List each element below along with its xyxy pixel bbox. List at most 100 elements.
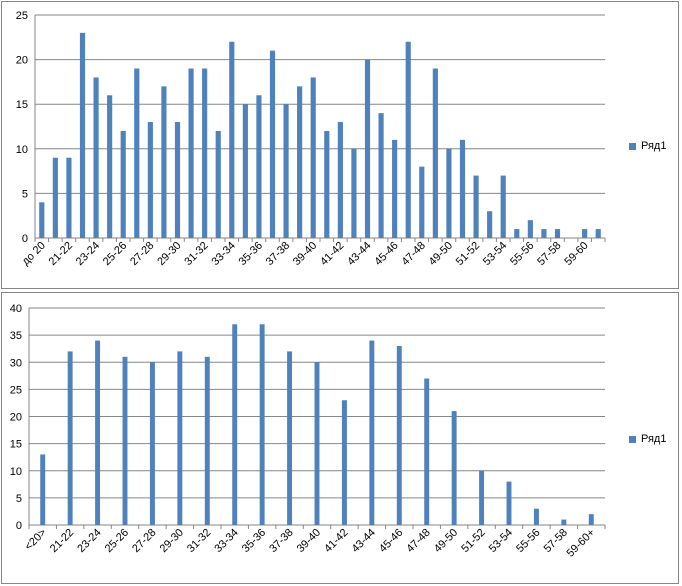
bar	[554, 229, 561, 238]
bar	[229, 41, 235, 239]
bar	[188, 68, 194, 239]
x-tick-label: 59-60+	[564, 527, 597, 560]
bar	[432, 68, 438, 239]
bar	[527, 220, 533, 238]
bar	[95, 340, 101, 525]
bar	[242, 104, 248, 238]
bar	[337, 122, 343, 238]
legend-label: Ряд1	[641, 433, 667, 445]
bar	[324, 130, 330, 238]
bar	[202, 68, 208, 239]
y-tick-label: 25	[10, 384, 22, 396]
x-tick-label: 31-32	[182, 240, 210, 268]
y-tick-label: 25	[16, 10, 28, 22]
y-tick-label: 20	[16, 55, 28, 67]
x-tick-label: 35-36	[237, 240, 265, 268]
bar	[67, 351, 73, 525]
x-tick-label: <20>	[23, 527, 49, 553]
y-tick-label: 35	[10, 330, 22, 342]
x-tick-label: 37-38	[267, 527, 295, 555]
x-tick-label: 39-40	[295, 527, 323, 555]
chart-panel-1: 0 5 10 15 20 25 до 20 21-22 23-24 25-26 27-28 29-30…	[1, 1, 679, 289]
bar	[392, 139, 398, 238]
y-tick-label: 20	[10, 412, 22, 424]
bar	[122, 356, 128, 525]
bar	[341, 400, 347, 525]
y-tick-label: 5	[22, 188, 28, 200]
y-tick-label: 10	[10, 466, 22, 478]
bar	[364, 59, 371, 238]
x-tick-label: 21-22	[48, 527, 76, 555]
bar	[259, 324, 265, 525]
y-tick-label: 30	[10, 357, 22, 369]
bar	[134, 68, 140, 239]
x-tick-label: 29-30	[158, 527, 186, 555]
y-tick-label: 0	[22, 233, 28, 245]
bar	[473, 175, 479, 238]
bar	[107, 95, 113, 238]
x-tick-label: 43-44	[350, 527, 378, 555]
bar	[66, 157, 72, 238]
x-tick-label: 51-52	[459, 527, 487, 555]
x-tick-label: 41-42	[322, 527, 350, 555]
bar	[215, 130, 221, 238]
x-tick-label: 53-54	[487, 527, 515, 555]
x-tick-label: 25-26	[101, 240, 129, 268]
bar	[310, 77, 316, 238]
x-tick-label: 45-46	[372, 240, 400, 268]
bar	[297, 86, 303, 238]
y-tick-label: 15	[10, 439, 22, 451]
bar	[369, 340, 375, 525]
x-tick-label: 29-30	[155, 240, 183, 268]
x-tick-label: 31-32	[185, 527, 213, 555]
y-tick-label: 15	[16, 99, 28, 111]
x-tick-label: 59-60	[562, 240, 590, 268]
x-tick-label: 49-50	[432, 527, 460, 555]
bar	[147, 122, 153, 238]
bar	[232, 324, 238, 525]
y-tick-label: 10	[16, 144, 28, 156]
bar	[514, 229, 520, 238]
bar	[120, 130, 126, 238]
x-tick-label: 53-54	[481, 240, 509, 268]
x-tick-label: 47-48	[400, 240, 428, 268]
x-tick-label: 49-50	[427, 240, 455, 268]
bar	[269, 50, 276, 239]
legend-swatch	[629, 435, 636, 443]
bar	[204, 356, 210, 525]
bar	[451, 411, 457, 525]
bar	[378, 113, 384, 238]
bar	[287, 351, 293, 525]
bar	[424, 378, 430, 525]
legend-swatch	[629, 142, 636, 150]
bar	[446, 148, 452, 238]
bar	[93, 77, 99, 238]
bar	[40, 454, 46, 525]
x-tick-label: 37-38	[264, 240, 292, 268]
y-tick-label: 40	[10, 303, 22, 315]
x-tick-label: 33-34	[210, 240, 238, 268]
x-tick-label: 23-24	[74, 240, 102, 268]
bar	[314, 362, 320, 525]
bar	[161, 86, 167, 238]
bar	[487, 211, 493, 238]
x-tick-label: 21-22	[47, 240, 75, 268]
bar	[582, 229, 588, 238]
y-tick-label: 5	[16, 493, 22, 505]
y-tick-label: 0	[16, 520, 22, 532]
x-tick-label: 23-24	[75, 527, 103, 555]
bar	[479, 470, 485, 525]
x-tick-label: 45-46	[377, 527, 405, 555]
bar	[405, 41, 411, 239]
bar	[561, 519, 567, 525]
x-tick-label: 55-56	[514, 527, 542, 555]
bar	[283, 104, 289, 238]
x-tick-label: 57-58	[535, 240, 563, 268]
x-tick-label: 47-48	[404, 527, 432, 555]
bar	[506, 481, 512, 525]
x-tick-label: 43-44	[345, 240, 373, 268]
x-tick-label: 25-26	[103, 527, 131, 555]
x-tick-label: 33-34	[212, 527, 240, 555]
chart-1-legend: Ряд1	[629, 140, 666, 152]
